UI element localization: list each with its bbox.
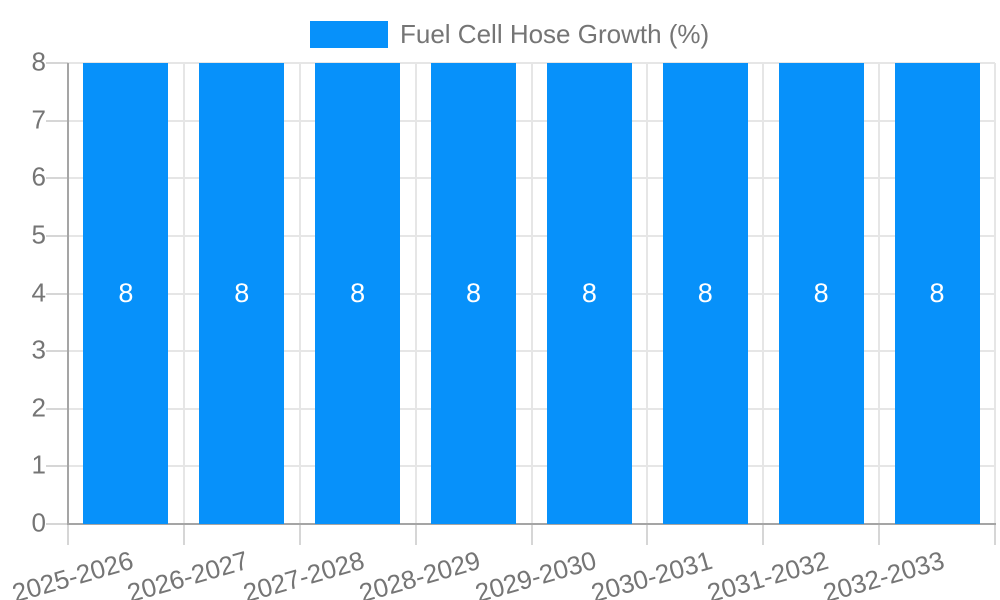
- y-tick-mark: [46, 177, 68, 180]
- x-tick-label: 2026-2027: [124, 545, 253, 600]
- x-tick-mark: [182, 524, 185, 545]
- x-tick-label: 2029-2030: [471, 545, 600, 600]
- gridline-vertical: [414, 63, 417, 524]
- bar[interactable]: [315, 63, 401, 524]
- y-tick-mark: [46, 465, 68, 468]
- bar[interactable]: [662, 63, 748, 524]
- gridline-vertical: [182, 63, 185, 524]
- bar-value-label: 8: [813, 277, 829, 308]
- y-tick-label: 7: [31, 103, 46, 134]
- bar[interactable]: [894, 63, 980, 524]
- bar-value-label: 8: [118, 277, 134, 308]
- bar[interactable]: [546, 63, 632, 524]
- y-tick-label: 1: [31, 449, 46, 480]
- gridline-vertical: [646, 63, 649, 524]
- x-tick-mark: [67, 524, 69, 545]
- x-axis-line: [67, 523, 996, 525]
- x-tick-mark: [298, 524, 301, 545]
- y-tick-mark: [46, 350, 68, 353]
- gridline-vertical: [878, 63, 881, 524]
- y-tick-label: 6: [31, 161, 46, 192]
- y-tick-label: 3: [31, 334, 46, 365]
- bar-value-label: 8: [234, 277, 250, 308]
- x-tick-label: 2032-2033: [819, 545, 948, 600]
- bar-value-label: 8: [581, 277, 597, 308]
- x-tick-label: 2031-2032: [703, 545, 832, 600]
- x-tick-label: 2025-2026: [8, 545, 137, 600]
- y-tick-mark: [46, 62, 68, 64]
- bar-value-label: 8: [350, 277, 366, 308]
- gridline-vertical: [298, 63, 301, 524]
- y-tick-label: 4: [31, 276, 46, 307]
- y-axis-line: [67, 63, 69, 525]
- x-tick-mark: [762, 524, 765, 545]
- gridline-vertical: [530, 63, 533, 524]
- y-tick-label: 5: [31, 219, 46, 250]
- x-tick-label: 2028-2029: [356, 545, 484, 600]
- gridline-vertical: [762, 63, 765, 524]
- y-tick-label: 0: [31, 507, 46, 538]
- x-tick-mark: [414, 524, 417, 545]
- x-tick-mark: [994, 524, 996, 545]
- gridline-vertical: [994, 63, 996, 524]
- bar-value-label: 8: [466, 277, 482, 308]
- y-tick-mark: [46, 119, 68, 122]
- y-tick-mark: [46, 292, 68, 295]
- y-tick-label: 8: [31, 46, 46, 77]
- y-tick-mark: [46, 407, 68, 410]
- y-tick-mark: [46, 234, 68, 237]
- bar[interactable]: [83, 63, 169, 524]
- x-tick-label: 2027-2028: [240, 545, 368, 600]
- bar[interactable]: [778, 63, 864, 524]
- bar[interactable]: [199, 63, 285, 524]
- bar-value-label: 8: [697, 277, 713, 308]
- x-tick-mark: [530, 524, 533, 545]
- x-tick-mark: [878, 524, 881, 545]
- legend-label: Fuel Cell Hose Growth (%): [400, 19, 710, 49]
- y-tick-mark: [46, 523, 68, 525]
- y-tick-label: 2: [31, 392, 46, 423]
- x-tick-label: 2030-2031: [587, 545, 716, 600]
- bar-value-label: 8: [929, 277, 945, 308]
- bar[interactable]: [431, 63, 517, 524]
- legend-swatch: [310, 20, 388, 48]
- x-tick-mark: [646, 524, 649, 545]
- legend-item[interactable]: Fuel Cell Hose Growth (%): [310, 20, 709, 48]
